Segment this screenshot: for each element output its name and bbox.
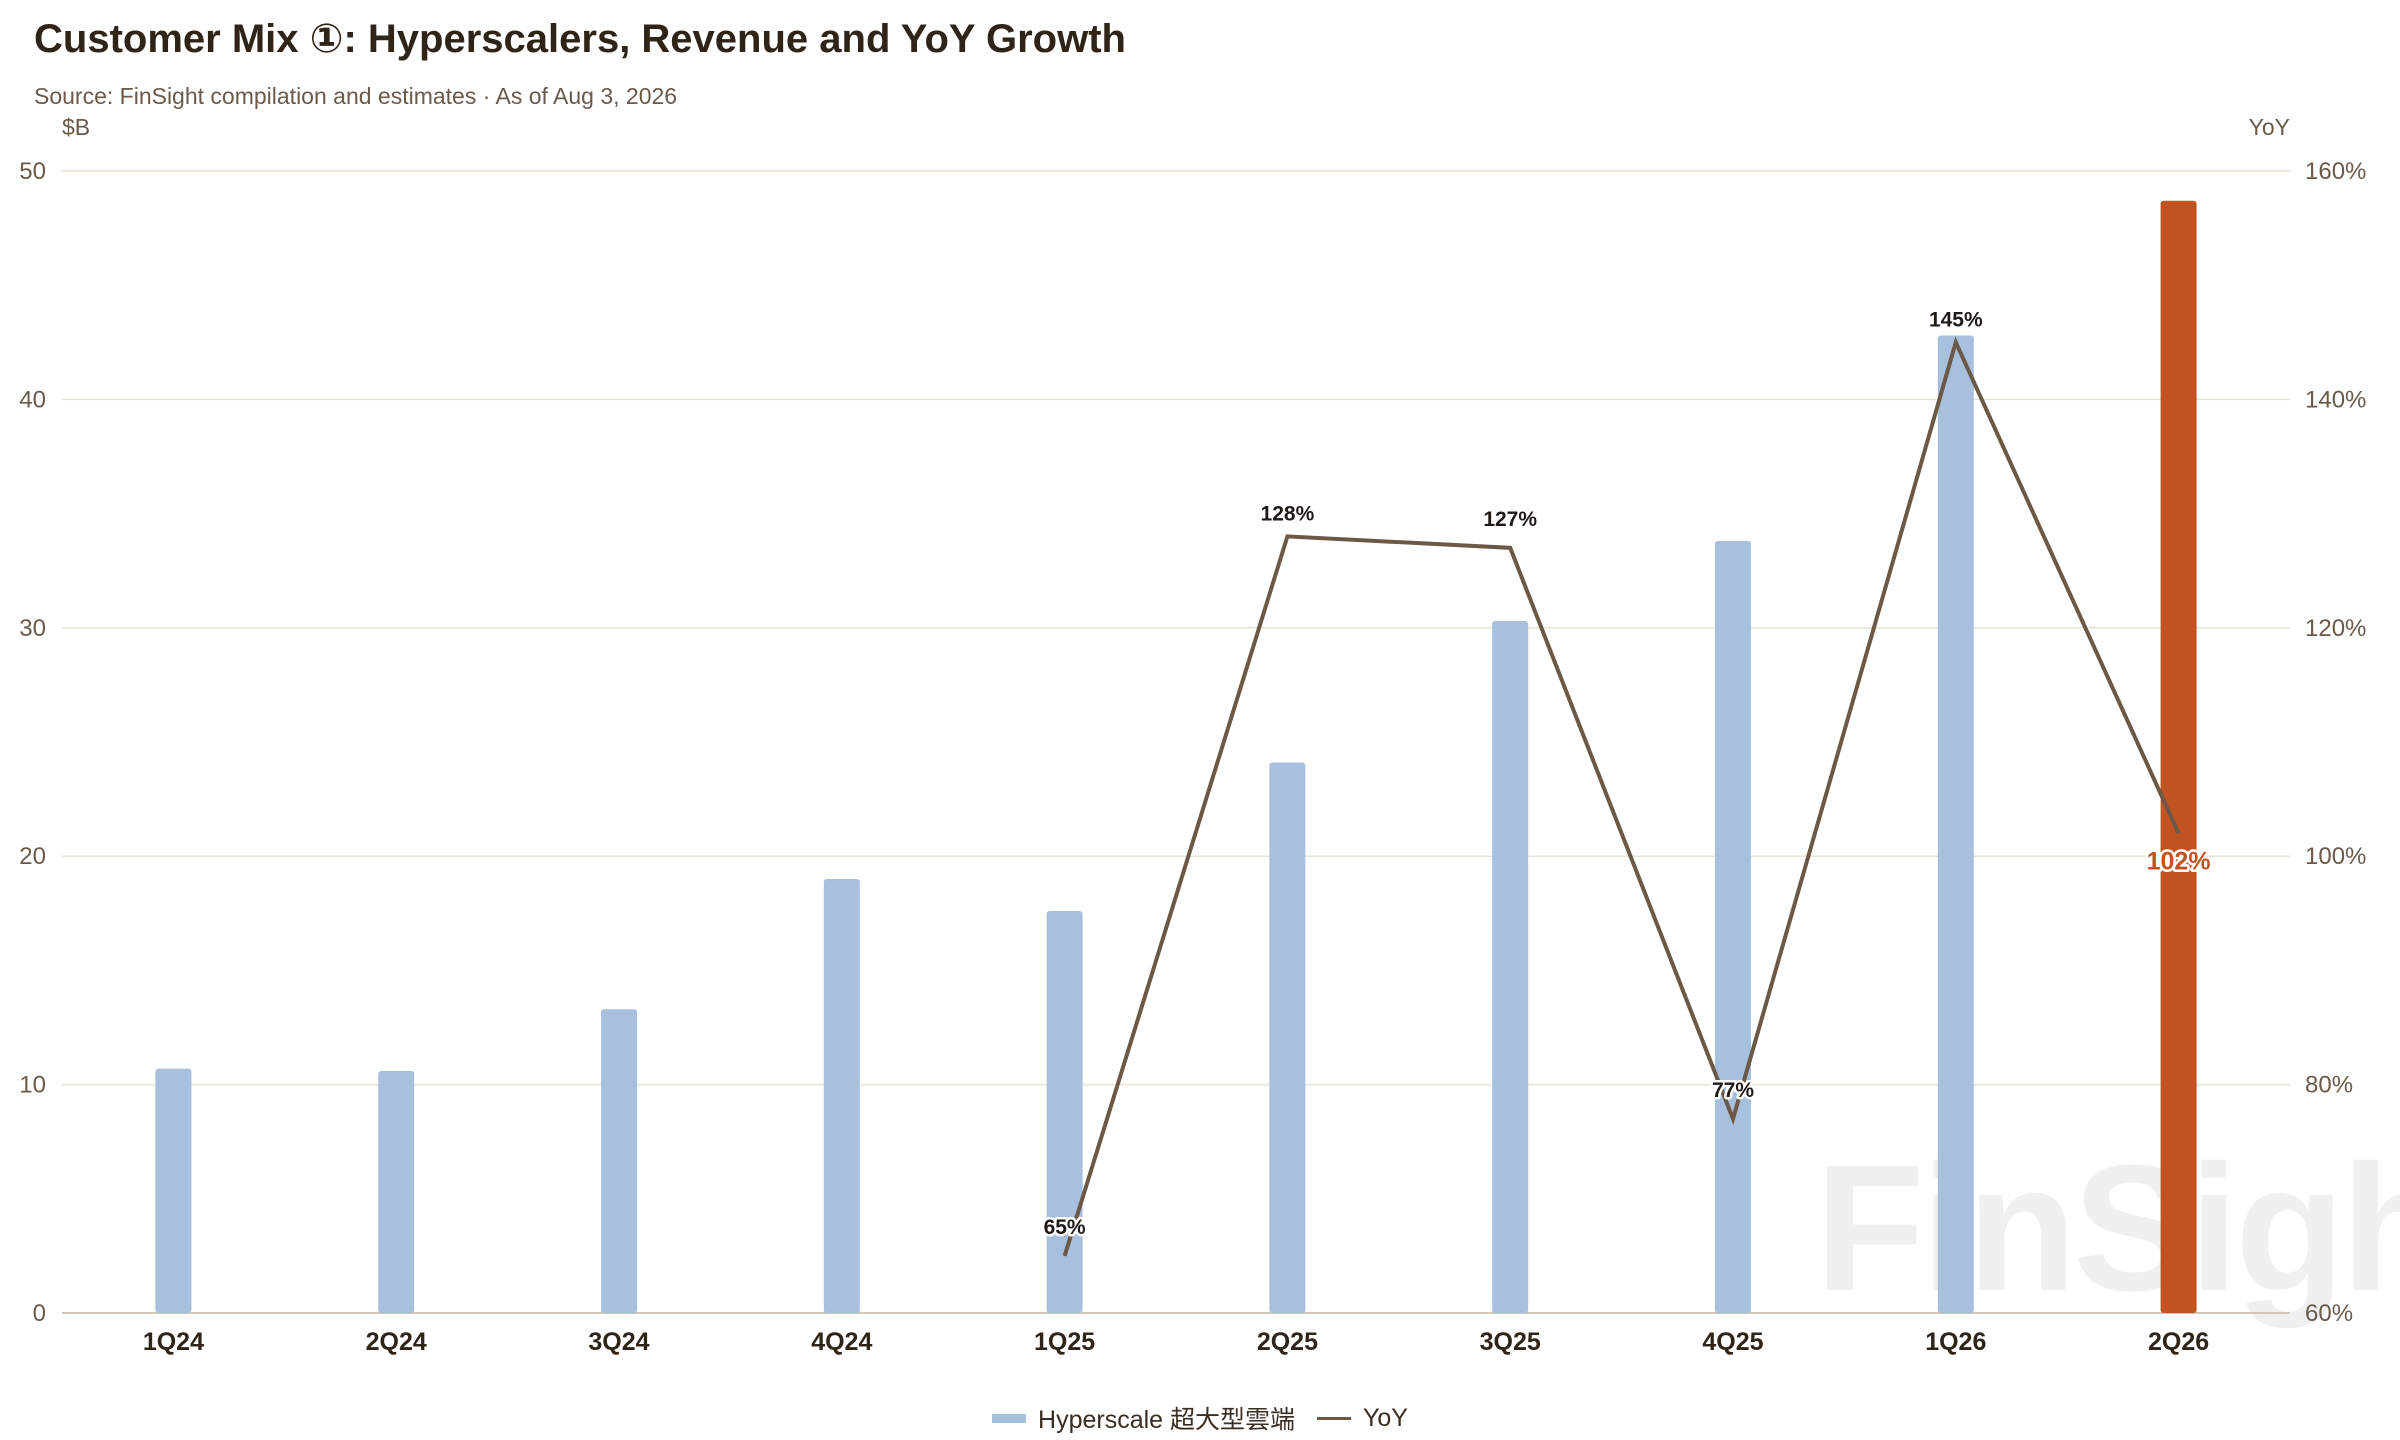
- y-right-tick-label: 140%: [2305, 386, 2366, 413]
- combo-chart: 0 10 20 30 40 50 60% 80% 100% 120% 140% 160% $B YoY 1Q…: [19, 114, 2366, 1356]
- y-left-tick-label: 20: [19, 843, 46, 870]
- yoy-data-label: 77%: [1712, 1079, 1754, 1102]
- y-right-tick-label: 60%: [2305, 1300, 2353, 1327]
- x-tick-label: 1Q26: [1925, 1328, 1986, 1356]
- y-left-tick-label: 30: [19, 615, 46, 642]
- yoy-data-label: 145%: [1929, 308, 1983, 331]
- y-left-tick-label: 10: [19, 1072, 46, 1099]
- y-left-tick-label: 40: [19, 386, 46, 413]
- yoy-line: [1062, 336, 2181, 1257]
- legend-label-bars: Hyperscale 超大型雲端: [1038, 1406, 1296, 1434]
- chart-legend: Hyperscale 超大型雲端 YoY: [0, 1400, 2400, 1436]
- bar: [155, 1068, 192, 1313]
- legend-item-bars[interactable]: Hyperscale 超大型雲端: [992, 1400, 1295, 1436]
- bar: [1269, 762, 1306, 1313]
- bar-highlight: [2160, 200, 2197, 1313]
- bar: [1492, 620, 1529, 1313]
- x-tick-label: 4Q24: [811, 1328, 872, 1356]
- bar: [1715, 541, 1751, 1313]
- chart-subtitle: Source: FinSight compilation and estimat…: [34, 83, 678, 109]
- y-right-tick-label: 160%: [2305, 158, 2366, 185]
- x-tick-label: 2Q26: [2148, 1328, 2209, 1356]
- bar: [823, 879, 860, 1313]
- bar: [1937, 335, 1974, 1313]
- brand-watermark: FinSight: [1815, 1128, 2400, 1329]
- legend-label-yoy: YoY: [1363, 1403, 1408, 1432]
- x-tick-label: 2Q24: [366, 1328, 427, 1356]
- x-tick-label: 2Q25: [1257, 1328, 1318, 1356]
- legend-swatch-bars: [992, 1413, 1027, 1423]
- yoy-data-label: 127%: [1483, 508, 1537, 531]
- y-right-tick-label: 80%: [2305, 1072, 2353, 1099]
- y-left-tick-label: 0: [33, 1300, 46, 1327]
- bar: [601, 1009, 637, 1313]
- yoy-data-label: 65%: [1044, 1216, 1086, 1239]
- legend-item-yoy[interactable]: YoY: [1317, 1404, 1408, 1433]
- y-left-axis-unit: $B: [62, 114, 90, 140]
- yoy-data-label-highlight: 102%: [2147, 847, 2211, 875]
- bar: [1046, 911, 1083, 1313]
- x-tick-label: 4Q25: [1702, 1328, 1763, 1356]
- y-right-axis-unit: YoY: [2249, 114, 2290, 140]
- x-tick-label: 1Q25: [1034, 1328, 1095, 1356]
- y-left-tick-label: 50: [19, 158, 46, 185]
- yoy-data-label: 128%: [1261, 502, 1315, 525]
- y-right-tick-label: 120%: [2305, 615, 2366, 642]
- legend-swatch-yoy: [1317, 1416, 1352, 1420]
- chart-title: Customer Mix ①: Hyperscalers, Revenue an…: [34, 17, 1126, 61]
- x-tick-label: 3Q25: [1480, 1328, 1541, 1356]
- bar: [378, 1070, 415, 1313]
- y-right-tick-label: 100%: [2305, 843, 2366, 870]
- x-tick-label: 3Q24: [588, 1328, 649, 1356]
- x-tick-label: 1Q24: [143, 1328, 204, 1356]
